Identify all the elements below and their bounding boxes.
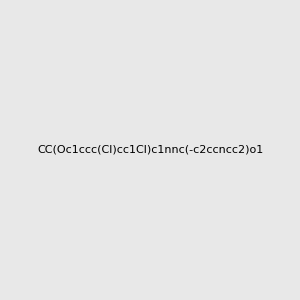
Text: CC(Oc1ccc(Cl)cc1Cl)c1nnc(-c2ccncc2)o1: CC(Oc1ccc(Cl)cc1Cl)c1nnc(-c2ccncc2)o1 <box>37 145 263 155</box>
